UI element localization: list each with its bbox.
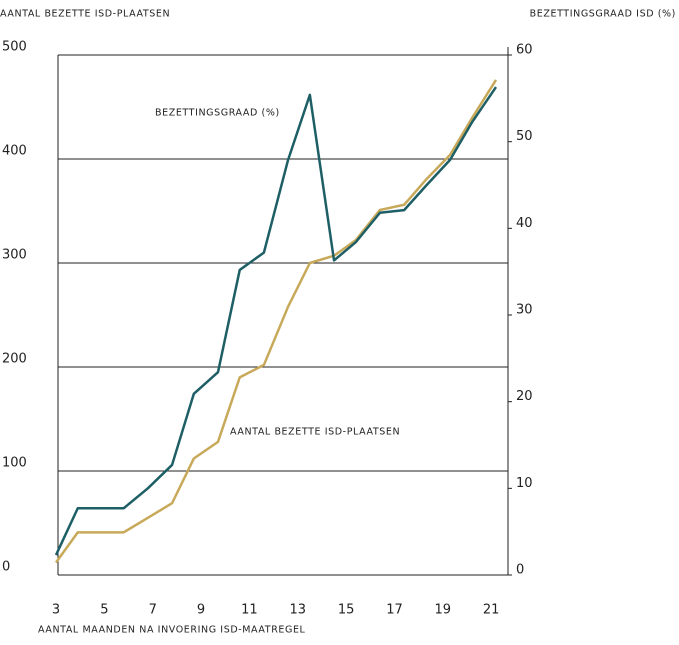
- series-line: [54, 79, 498, 564]
- y-tick-label: 500: [2, 40, 27, 55]
- y-tick-label: 100: [2, 456, 27, 471]
- x-axis-title: AANTAL MAANDEN NA INVOERING ISD-MAATREGE…: [38, 625, 306, 636]
- x-tick-label: 17: [386, 603, 403, 618]
- x-tick-label: 11: [241, 603, 258, 618]
- x-tick-label: 21: [483, 603, 500, 618]
- y2-tick-label: 50: [516, 129, 533, 144]
- y2-tick-label: 20: [516, 389, 533, 404]
- y2-tick-label: 10: [516, 476, 533, 491]
- annotation: AANTAL BEZETTE ISD-PLAATSEN: [230, 427, 400, 438]
- y-axis-title: AANTAL BEZETTE ISD-PLAATSEN: [0, 9, 170, 20]
- x-tick-label: 15: [338, 603, 355, 618]
- y-tick-label: 300: [2, 248, 27, 263]
- y2-tick-label: 30: [516, 303, 533, 318]
- y2-axis-title: BEZETTINGSGRAAD ISD (%): [530, 9, 676, 20]
- x-tick-label: 13: [289, 603, 306, 618]
- x-tick-label: 3: [52, 603, 60, 618]
- x-tick-label: 5: [100, 603, 108, 618]
- y-tick-label: 200: [2, 352, 27, 367]
- y-tick-label: 400: [2, 144, 27, 159]
- y-tick-label: 0: [2, 560, 10, 575]
- x-tick-label: 9: [197, 603, 205, 618]
- annotation: BEZETTINGSGRAAD (%): [155, 108, 280, 119]
- y2-tick-label: 40: [516, 216, 533, 231]
- x-tick-label: 19: [435, 603, 452, 618]
- y2-tick-label: 0: [516, 563, 524, 578]
- series-line: [54, 86, 498, 556]
- y2-tick-label: 60: [516, 43, 533, 58]
- x-tick-label: 7: [149, 603, 157, 618]
